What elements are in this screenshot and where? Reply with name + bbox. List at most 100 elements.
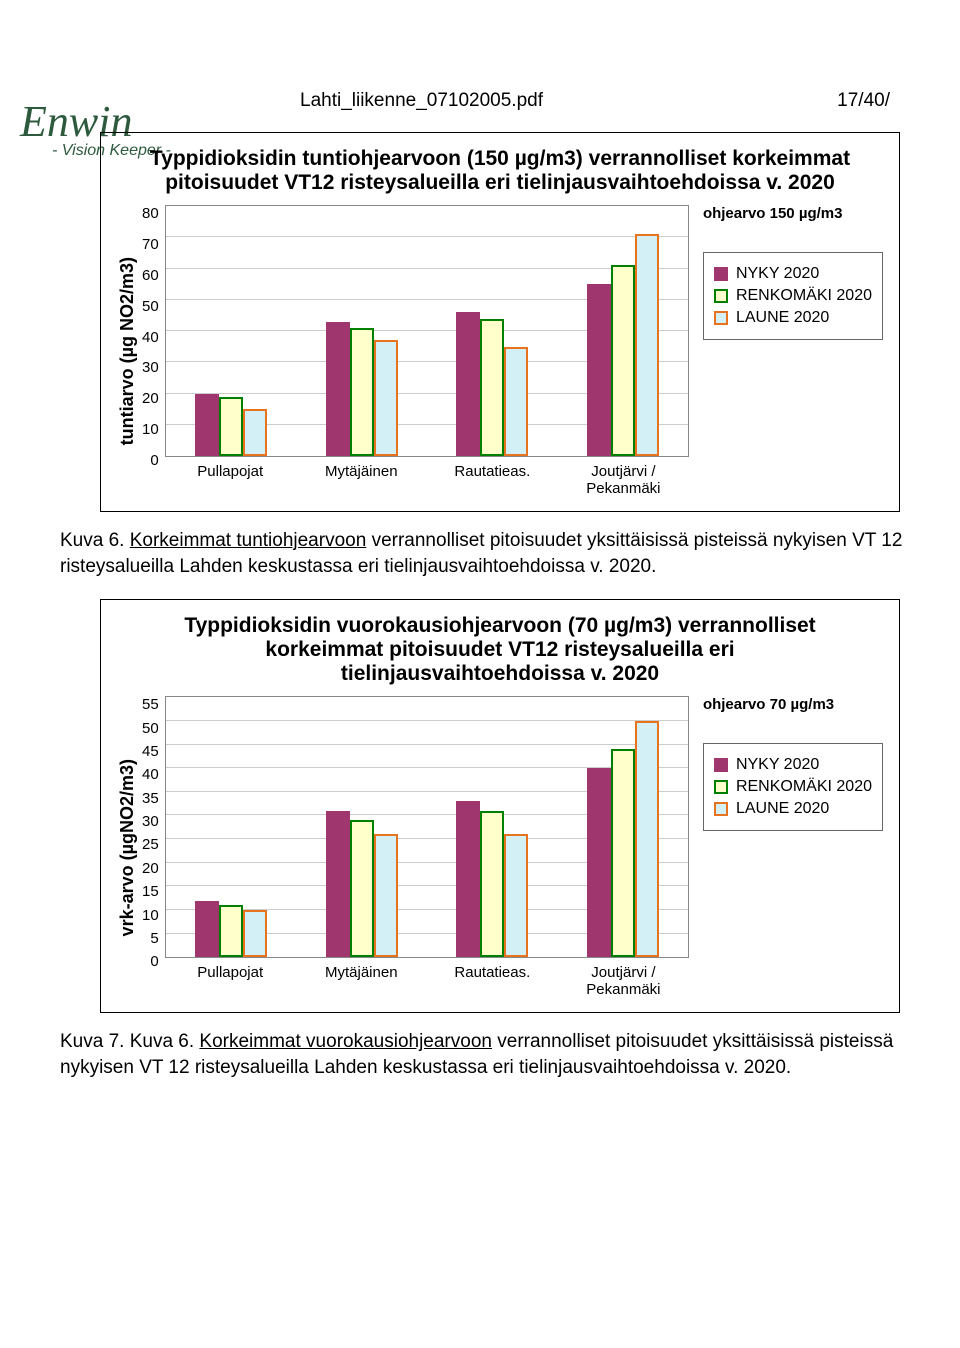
bar-renk xyxy=(480,319,504,457)
xlabel: Pullapojat xyxy=(165,463,296,497)
bar-nyky xyxy=(326,322,350,456)
bar-renk xyxy=(350,820,374,957)
bar-renk xyxy=(219,397,243,456)
bar-nyky xyxy=(587,284,611,456)
xlabel: Pullapojat xyxy=(165,964,296,998)
bar-group xyxy=(427,206,558,456)
xlabel: Joutjärvi / Pekanmäki xyxy=(558,964,689,998)
ytick: 55 xyxy=(142,696,159,713)
legend-label: LAUNE 2020 xyxy=(736,309,829,327)
chart-1-legend-title: ohjearvo 150 µg/m3 xyxy=(703,205,883,222)
swatch-nyky xyxy=(714,267,728,281)
xlabel: Joutjärvi / Pekanmäki xyxy=(558,463,689,497)
bar-group xyxy=(557,206,688,456)
legend-label: NYKY 2020 xyxy=(736,756,819,774)
ytick: 35 xyxy=(142,790,159,807)
swatch-nyky xyxy=(714,758,728,772)
caption-1: Kuva 6. Korkeimmat tuntiohjearvoon verra… xyxy=(60,528,920,579)
ytick: 10 xyxy=(142,907,159,924)
swatch-renk xyxy=(714,780,728,794)
bar-laune xyxy=(635,721,659,957)
legend-row: LAUNE 2020 xyxy=(714,309,872,327)
legend-label: RENKOMÄKI 2020 xyxy=(736,287,872,305)
legend-row: RENKOMÄKI 2020 xyxy=(714,287,872,305)
bar-group xyxy=(166,697,297,957)
chart-2-legend-title: ohjearvo 70 µg/m3 xyxy=(703,696,883,713)
bar-laune xyxy=(504,347,528,456)
xlabel: Rautatieas. xyxy=(427,964,558,998)
ytick: 15 xyxy=(142,883,159,900)
bar-laune xyxy=(635,234,659,456)
page-number: 17/40/ xyxy=(837,90,890,112)
caption-prefix: Kuva 6. xyxy=(60,530,130,551)
ytick: 5 xyxy=(142,930,159,947)
chart-1: Typpidioksidin tuntiohjearvoon (150 µg/m… xyxy=(100,132,900,512)
ytick: 20 xyxy=(142,860,159,877)
bar-nyky xyxy=(326,811,350,958)
ytick: 50 xyxy=(142,298,159,315)
ytick: 20 xyxy=(142,390,159,407)
chart-2: Typpidioksidin vuorokausiohjearvoon (70 … xyxy=(100,599,900,1013)
chart-1-title: Typpidioksidin tuntiohjearvoon (150 µg/m… xyxy=(147,147,853,195)
bar-group xyxy=(427,697,558,957)
bar-nyky xyxy=(195,901,219,958)
ytick: 40 xyxy=(142,766,159,783)
caption-prefix: Kuva 7. Kuva 6. xyxy=(60,1031,199,1052)
bar-renk xyxy=(611,749,635,957)
bar-nyky xyxy=(456,801,480,957)
swatch-laune xyxy=(714,802,728,816)
header-line: Lahti_liikenne_07102005.pdf 17/40/ xyxy=(300,90,890,112)
xlabel: Mytäjäinen xyxy=(296,463,427,497)
legend-row: NYKY 2020 xyxy=(714,265,872,283)
chart-2-legend: ohjearvo 70 µg/m3 NYKY 2020 RENKOMÄKI 20… xyxy=(703,696,883,831)
chart-2-title: Typpidioksidin vuorokausiohjearvoon (70 … xyxy=(147,614,853,686)
caption-underlined: Korkeimmat tuntiohjearvoon xyxy=(130,530,367,551)
legend-row: LAUNE 2020 xyxy=(714,800,872,818)
bar-renk xyxy=(480,811,504,958)
bar-laune xyxy=(243,409,267,456)
ytick: 30 xyxy=(142,813,159,830)
xlabel: Mytäjäinen xyxy=(296,964,427,998)
ytick: 0 xyxy=(142,452,159,469)
bar-laune xyxy=(374,834,398,957)
bar-nyky xyxy=(587,768,611,957)
ytick: 30 xyxy=(142,359,159,376)
ytick: 60 xyxy=(142,267,159,284)
chart-1-plot xyxy=(165,205,689,457)
chart-2-xlabels: PullapojatMytäjäinenRautatieas.Joutjärvi… xyxy=(165,964,689,998)
doc-name: Lahti_liikenne_07102005.pdf xyxy=(300,90,543,112)
chart-1-yaxis: 80 70 60 50 40 30 20 10 0 xyxy=(142,205,165,469)
xlabel: Rautatieas. xyxy=(427,463,558,497)
ytick: 0 xyxy=(142,953,159,970)
ytick: 80 xyxy=(142,205,159,222)
caption-2: Kuva 7. Kuva 6. Korkeimmat vuorokausiohj… xyxy=(60,1029,920,1080)
ytick: 40 xyxy=(142,329,159,346)
bar-group xyxy=(166,206,297,456)
legend-row: NYKY 2020 xyxy=(714,756,872,774)
bar-laune xyxy=(243,910,267,957)
ytick: 50 xyxy=(142,720,159,737)
bar-group xyxy=(557,697,688,957)
bar-laune xyxy=(504,834,528,957)
bar-laune xyxy=(374,340,398,456)
legend-label: NYKY 2020 xyxy=(736,265,819,283)
bar-nyky xyxy=(195,394,219,457)
ytick: 25 xyxy=(142,836,159,853)
bar-group xyxy=(296,206,427,456)
bar-nyky xyxy=(456,312,480,456)
chart-1-legend: ohjearvo 150 µg/m3 NYKY 2020 RENKOMÄKI 2… xyxy=(703,205,883,340)
legend-label: RENKOMÄKI 2020 xyxy=(736,778,872,796)
legend-row: RENKOMÄKI 2020 xyxy=(714,778,872,796)
ytick: 10 xyxy=(142,421,159,438)
ytick: 70 xyxy=(142,236,159,253)
ytick: 45 xyxy=(142,743,159,760)
chart-2-plot xyxy=(165,696,689,958)
chart-1-xlabels: PullapojatMytäjäinenRautatieas.Joutjärvi… xyxy=(165,463,689,497)
bar-renk xyxy=(219,905,243,957)
bar-renk xyxy=(350,328,374,456)
chart-2-ylabel: vrk-arvo (µgNO2/m3) xyxy=(117,759,138,936)
swatch-laune xyxy=(714,311,728,325)
swatch-renk xyxy=(714,289,728,303)
caption-underlined: Korkeimmat vuorokausiohjearvoon xyxy=(199,1031,492,1052)
bar-group xyxy=(296,697,427,957)
